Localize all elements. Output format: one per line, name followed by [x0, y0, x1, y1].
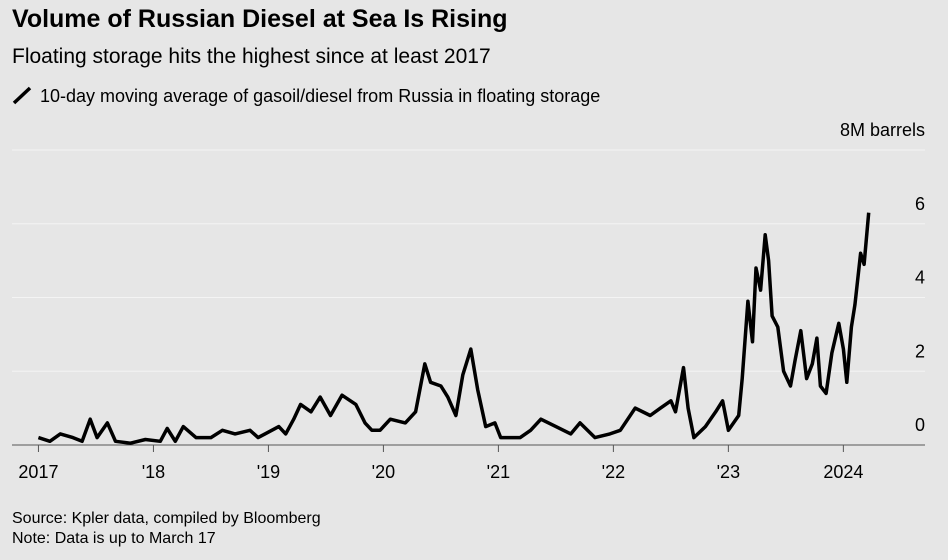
y-tick-label: 6 — [915, 194, 925, 214]
x-tick-label: '20 — [372, 462, 395, 482]
x-tick-label: '22 — [602, 462, 625, 482]
y-tick-label: 4 — [915, 268, 925, 288]
chart-title: Volume of Russian Diesel at Sea Is Risin… — [12, 5, 508, 33]
source: Source: Kpler data, compiled by Bloomber… — [12, 510, 321, 527]
legend-icon — [12, 86, 32, 105]
x-tick-label: 2024 — [823, 462, 863, 482]
note: Note: Data is up to March 17 — [12, 530, 216, 547]
legend-label: 10-day moving average of gasoil/diesel f… — [40, 86, 600, 106]
x-tick-label: '23 — [717, 462, 740, 482]
x-tick-label: '19 — [257, 462, 280, 482]
series-line — [37, 212, 871, 445]
y-tick-label: 8M barrels — [840, 120, 925, 140]
chart-subtitle: Floating storage hits the highest since … — [12, 45, 491, 68]
x-tick-label: '18 — [142, 462, 165, 482]
y-tick-label: 2 — [915, 341, 925, 361]
x-tick-label: 2017 — [18, 462, 58, 482]
x-tick-label: '21 — [487, 462, 510, 482]
y-tick-label: 0 — [915, 415, 925, 435]
